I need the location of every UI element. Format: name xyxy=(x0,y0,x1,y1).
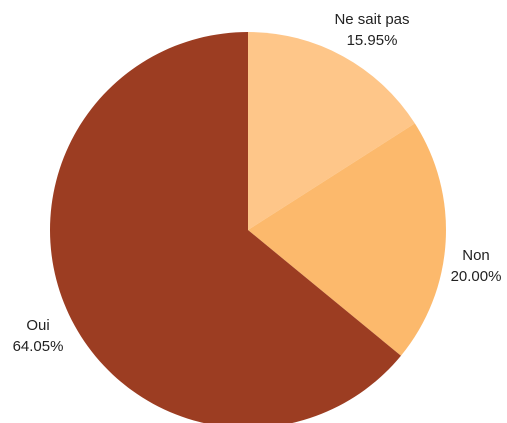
slice-value-label: 64.05% xyxy=(13,338,64,355)
pie-slices xyxy=(50,32,447,423)
slice-value-label: 20.00% xyxy=(451,268,502,285)
pie-slice-oui xyxy=(50,32,401,423)
slice-label: Oui xyxy=(26,317,49,334)
pie-slice-ne-sait-pas xyxy=(248,32,415,230)
pie-slice-non xyxy=(248,123,447,356)
slice-label: Ne sait pas xyxy=(334,11,409,28)
pie-labels: Ne sait pas 15.95% Non 20.00% Oui 64.05% xyxy=(13,11,502,355)
slice-label: Non xyxy=(462,247,490,264)
slice-value-label: 15.95% xyxy=(347,32,398,49)
